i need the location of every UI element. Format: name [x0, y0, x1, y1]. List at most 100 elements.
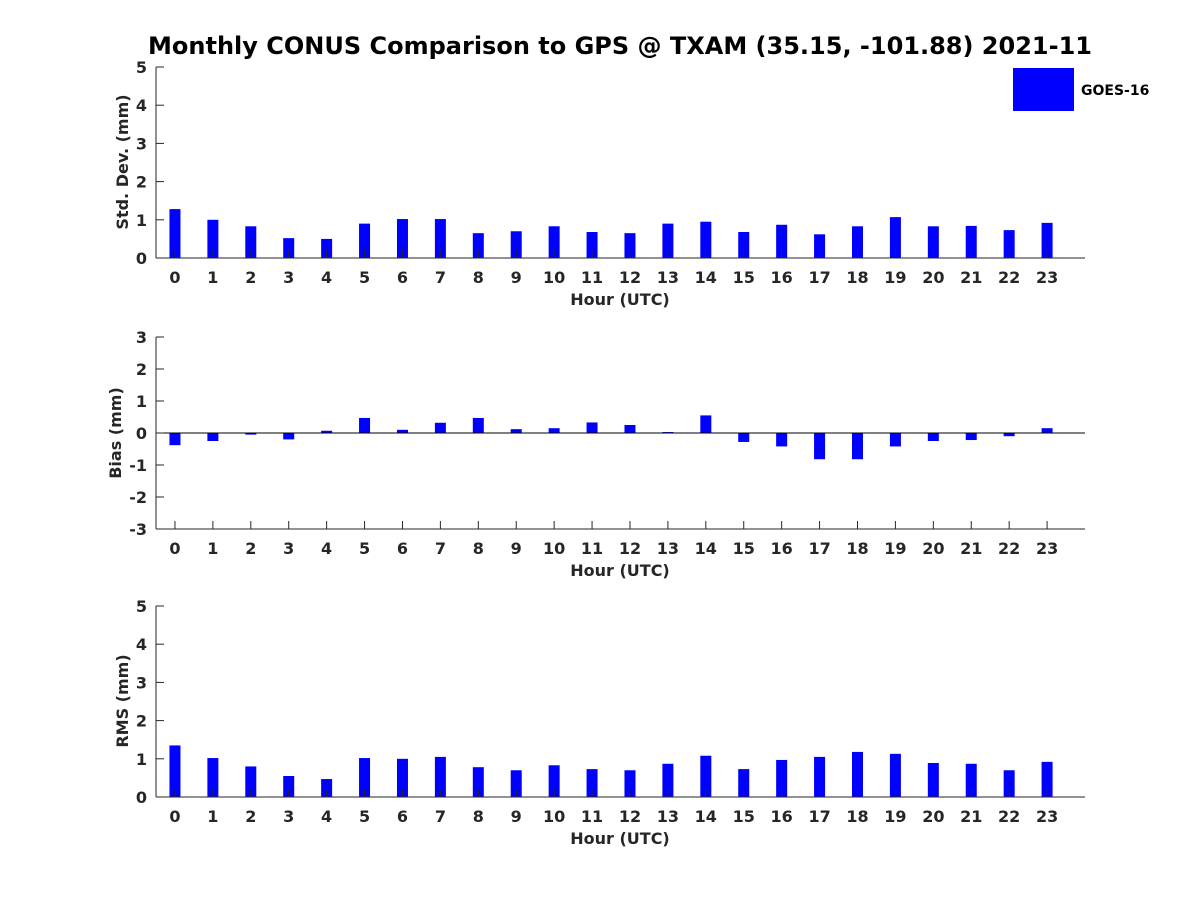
x-tick-label-stddev: 3 — [283, 268, 294, 287]
x-tick-label-rms: 21 — [960, 807, 982, 826]
x-tick-label-rms: 13 — [657, 807, 679, 826]
x-tick-label-rms: 2 — [245, 807, 256, 826]
y-axis-label-bias: Bias (mm) — [106, 387, 125, 479]
x-tick-label-stddev: 13 — [657, 268, 679, 287]
bar-rms-hour-9 — [510, 770, 522, 797]
x-tick-label-bias: 11 — [581, 539, 603, 558]
x-tick-label-rms: 8 — [473, 807, 484, 826]
x-tick-label-stddev: 15 — [733, 268, 755, 287]
x-tick-label-stddev: 18 — [846, 268, 868, 287]
x-tick-label-bias: 19 — [884, 539, 906, 558]
bar-stddev-hour-5 — [359, 223, 371, 258]
x-tick-label-bias: 2 — [245, 539, 256, 558]
bar-bias-hour-7 — [434, 422, 446, 433]
bar-rms-hour-21 — [965, 763, 977, 797]
bar-rms-hour-1 — [207, 758, 219, 797]
bar-bias-hour-4 — [321, 430, 333, 433]
bar-stddev-hour-19 — [889, 217, 901, 258]
bar-rms-hour-8 — [472, 767, 484, 797]
y-tick-label-stddev: 0 — [136, 249, 147, 268]
bar-bias-hour-20 — [927, 433, 939, 441]
x-tick-label-stddev: 1 — [207, 268, 218, 287]
y-tick-label-rms: 5 — [136, 597, 147, 616]
x-tick-label-bias: 3 — [283, 539, 294, 558]
x-tick-label-bias: 6 — [397, 539, 408, 558]
bar-stddev-hour-15 — [738, 232, 750, 258]
x-tick-label-bias: 12 — [619, 539, 641, 558]
x-tick-label-stddev: 23 — [1036, 268, 1058, 287]
y-tick-label-rms: 3 — [136, 673, 147, 692]
x-tick-label-stddev: 21 — [960, 268, 982, 287]
bar-bias-hour-0 — [169, 433, 181, 446]
x-tick-label-rms: 5 — [359, 807, 370, 826]
bar-rms-hour-14 — [700, 755, 712, 797]
chart-title: Monthly CONUS Comparison to GPS @ TXAM (… — [148, 32, 1092, 60]
y-tick-label-rms: 2 — [136, 712, 147, 731]
x-axis-label-rms: Hour (UTC) — [570, 829, 670, 848]
bar-rms-hour-7 — [434, 756, 446, 797]
bar-bias-hour-23 — [1041, 428, 1053, 433]
bar-stddev-hour-17 — [814, 234, 826, 258]
y-tick-label-stddev: 3 — [136, 134, 147, 153]
y-tick-label-rms: 4 — [136, 635, 147, 654]
bar-stddev-hour-7 — [434, 219, 446, 258]
x-tick-label-bias: 21 — [960, 539, 982, 558]
bar-rms-hour-10 — [548, 765, 560, 797]
x-tick-label-stddev: 12 — [619, 268, 641, 287]
bar-rms-hour-22 — [1003, 770, 1015, 797]
bar-rms-hour-6 — [396, 758, 408, 797]
legend-label: GOES-16 — [1081, 83, 1149, 99]
x-tick-label-rms: 20 — [922, 807, 944, 826]
bar-stddev-hour-9 — [510, 231, 522, 258]
x-tick-label-rms: 17 — [808, 807, 830, 826]
bar-rms-hour-19 — [889, 753, 901, 797]
bar-rms-hour-4 — [321, 779, 333, 797]
y-axis-label-stddev: Std. Dev. (mm) — [113, 94, 132, 229]
y-tick-label-bias: -3 — [129, 520, 147, 539]
x-tick-label-bias: 9 — [511, 539, 522, 558]
bar-rms-hour-5 — [359, 758, 371, 797]
x-tick-label-rms: 22 — [998, 807, 1020, 826]
y-tick-label-bias: 2 — [136, 360, 147, 379]
x-tick-label-rms: 19 — [884, 807, 906, 826]
x-tick-label-stddev: 6 — [397, 268, 408, 287]
bar-stddev-hour-20 — [927, 226, 939, 258]
x-tick-label-stddev: 19 — [884, 268, 906, 287]
bar-bias-hour-11 — [586, 422, 598, 433]
y-tick-label-bias: -2 — [129, 488, 147, 507]
bar-stddev-hour-8 — [472, 233, 484, 258]
bar-stddev-hour-16 — [776, 224, 788, 258]
bar-stddev-hour-18 — [851, 226, 863, 258]
x-tick-label-stddev: 8 — [473, 268, 484, 287]
x-tick-label-bias: 7 — [435, 539, 446, 558]
bar-bias-hour-17 — [814, 433, 826, 460]
bar-rms-hour-0 — [169, 745, 181, 797]
x-tick-label-bias: 13 — [657, 539, 679, 558]
bar-stddev-hour-6 — [396, 219, 408, 258]
bar-bias-hour-9 — [510, 429, 522, 433]
x-tick-label-rms: 15 — [733, 807, 755, 826]
x-tick-label-bias: 18 — [846, 539, 868, 558]
bar-bias-hour-12 — [624, 425, 636, 433]
x-tick-label-bias: 22 — [998, 539, 1020, 558]
bar-stddev-hour-4 — [321, 238, 333, 258]
x-tick-label-stddev: 16 — [771, 268, 793, 287]
bar-rms-hour-11 — [586, 769, 598, 797]
y-tick-label-bias: -1 — [129, 456, 147, 475]
bar-stddev-hour-0 — [169, 209, 181, 258]
x-tick-label-stddev: 20 — [922, 268, 944, 287]
bar-stddev-hour-23 — [1041, 222, 1053, 258]
x-axis-label-bias: Hour (UTC) — [570, 561, 670, 580]
y-tick-label-rms: 0 — [136, 788, 147, 807]
x-tick-label-rms: 4 — [321, 807, 332, 826]
x-tick-label-rms: 14 — [695, 807, 717, 826]
bar-bias-hour-2 — [245, 433, 257, 435]
x-tick-label-rms: 3 — [283, 807, 294, 826]
x-tick-label-rms: 23 — [1036, 807, 1058, 826]
bar-bias-hour-19 — [889, 433, 901, 447]
x-tick-label-rms: 6 — [397, 807, 408, 826]
x-tick-label-rms: 10 — [543, 807, 565, 826]
x-tick-label-stddev: 22 — [998, 268, 1020, 287]
